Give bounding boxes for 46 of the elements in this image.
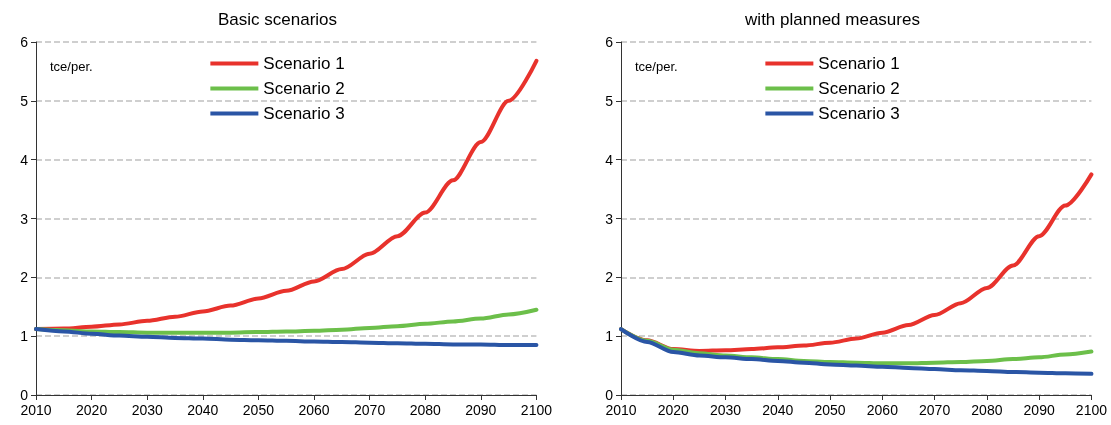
x-tick-label: 2070 bbox=[919, 402, 951, 418]
x-tick-label: 2060 bbox=[866, 402, 899, 418]
x-tick-label: 2100 bbox=[1075, 402, 1108, 418]
x-tick-label: 2030 bbox=[709, 402, 742, 418]
x-tick-label: 2050 bbox=[814, 402, 846, 418]
x-tick-label: 2090 bbox=[1023, 402, 1055, 418]
y-tick-label: 0 bbox=[20, 387, 29, 403]
y-tick-label: 4 bbox=[20, 151, 29, 168]
y-tick-label: 3 bbox=[605, 210, 614, 227]
line-series bbox=[619, 327, 1094, 376]
legend-label: Scenario 1 bbox=[263, 54, 345, 73]
x-tick-label: 2090 bbox=[465, 402, 497, 418]
x-tick-label: 2080 bbox=[971, 402, 1003, 418]
y-tick-label: 0 bbox=[605, 387, 614, 403]
y-tick-label: 5 bbox=[20, 92, 29, 109]
x-tick-label: 2030 bbox=[131, 402, 163, 418]
chart-title: Basic scenarios bbox=[217, 10, 338, 29]
x-tick-label: 2040 bbox=[187, 402, 219, 418]
x-tick-label: 2010 bbox=[605, 402, 637, 418]
y-tick-label: 6 bbox=[605, 34, 614, 50]
y-tick-label: 3 bbox=[20, 210, 29, 227]
y-tick-label: 5 bbox=[605, 92, 614, 109]
line-series bbox=[34, 327, 539, 347]
legend-label: Scenario 3 bbox=[818, 104, 900, 123]
y-axis-title: tce/per. bbox=[50, 59, 93, 74]
x-tick-label: 2010 bbox=[20, 402, 52, 418]
y-tick-label: 4 bbox=[605, 151, 614, 168]
chart-title: with planned measures bbox=[744, 10, 920, 29]
y-tick-label: 1 bbox=[20, 328, 29, 345]
y-axis-title: tce/per. bbox=[635, 59, 678, 74]
y-tick-label: 2 bbox=[20, 269, 29, 286]
x-tick-label: 2080 bbox=[409, 402, 441, 418]
legend-label: Scenario 2 bbox=[818, 79, 900, 98]
x-tick-label: 2040 bbox=[762, 402, 794, 418]
x-tick-label: 2070 bbox=[354, 402, 386, 418]
x-tick-label: 2050 bbox=[242, 402, 275, 418]
x-tick-label: 2060 bbox=[298, 402, 330, 418]
legend-label: Scenario 3 bbox=[263, 104, 345, 123]
legend-label: Scenario 2 bbox=[263, 79, 345, 98]
x-tick-label: 2100 bbox=[520, 402, 553, 418]
y-tick-label: 1 bbox=[605, 328, 614, 345]
legend-label: Scenario 1 bbox=[818, 54, 900, 73]
x-tick-label: 2020 bbox=[657, 402, 690, 418]
y-tick-label: 2 bbox=[605, 269, 614, 286]
x-tick-label: 2020 bbox=[76, 402, 108, 418]
y-tick-label: 6 bbox=[20, 34, 29, 50]
